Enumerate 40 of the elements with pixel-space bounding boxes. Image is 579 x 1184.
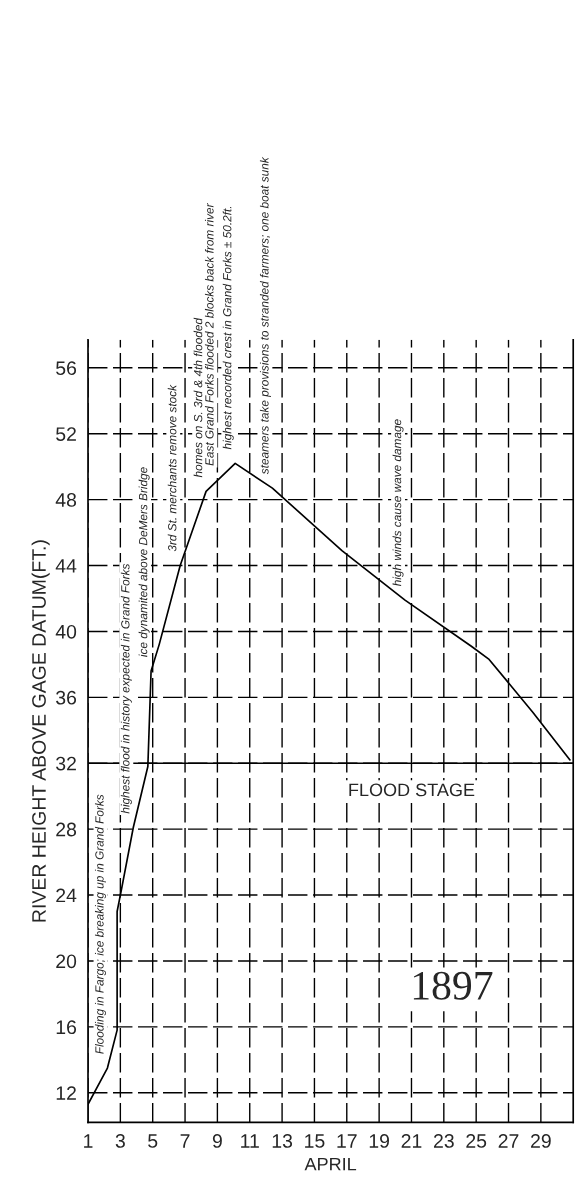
y-tick-label: 32 bbox=[56, 756, 76, 771]
y-tick-label: 44 bbox=[55, 559, 77, 573]
x-tick-label: 9 bbox=[212, 1134, 222, 1148]
x-tick-label: 23 bbox=[433, 1134, 454, 1148]
x-tick-label: 19 bbox=[369, 1134, 390, 1148]
y-tick-label: 28 bbox=[56, 822, 77, 837]
ref-line-label: FLOOD STAGE bbox=[349, 783, 475, 797]
x-tick-label: 15 bbox=[305, 1134, 325, 1148]
x-tick-label: 1 bbox=[84, 1134, 93, 1148]
x-tick-label: 11 bbox=[241, 1134, 259, 1148]
y-tick-label: 40 bbox=[55, 624, 77, 639]
x-tick-label: 3 bbox=[115, 1134, 125, 1148]
annotation: ice dynamited above DeMers Bridge bbox=[138, 467, 150, 657]
x-tick-label: 7 bbox=[180, 1134, 190, 1148]
y-axis-title: RIVER HEIGHT ABOVE GAGE DATUM(FT.) bbox=[31, 540, 50, 922]
annotation: 1897 bbox=[413, 971, 493, 1000]
annotation: highest recorded crest in Grand Forks ± 50.2ft. bbox=[222, 206, 234, 450]
y-tick-label: 16 bbox=[56, 1020, 77, 1035]
y-tick-label: 12 bbox=[56, 1086, 76, 1100]
annotation: 3rd St. merchants remove stock bbox=[167, 384, 177, 552]
y-tick-label: 36 bbox=[56, 690, 77, 705]
y-tick-label: 56 bbox=[56, 361, 77, 376]
x-tick-label: 13 bbox=[272, 1134, 293, 1148]
x-tick-label: 27 bbox=[498, 1134, 519, 1148]
x-tick-label: 21 bbox=[401, 1134, 422, 1148]
y-tick-label: 52 bbox=[56, 427, 76, 441]
y-tick-label: 20 bbox=[56, 954, 77, 969]
y-tick-label: 48 bbox=[55, 493, 77, 507]
annotation: Flooding in Fargo; ice breaking up in Grand Forks bbox=[94, 794, 106, 1054]
x-tick-label: 29 bbox=[531, 1134, 551, 1148]
annotation: high winds cause wave damage bbox=[392, 419, 404, 587]
x-axis-title: APRIL bbox=[304, 1157, 357, 1171]
x-tick-label: 17 bbox=[337, 1134, 357, 1148]
x-tick-label: 5 bbox=[148, 1134, 158, 1148]
annotation: highest flood in history expected in Grand Forks bbox=[120, 563, 132, 814]
annotation: steamers take provisions to stranded farmers; one boat sunk bbox=[259, 156, 271, 475]
y-tick-label: 24 bbox=[56, 888, 77, 903]
x-tick-label: 25 bbox=[466, 1134, 487, 1148]
annotation: East Grand Forks flooded 2 blocks back from river bbox=[204, 203, 214, 466]
annotation: homes on S. 3rd & 4th flooded bbox=[193, 317, 203, 478]
